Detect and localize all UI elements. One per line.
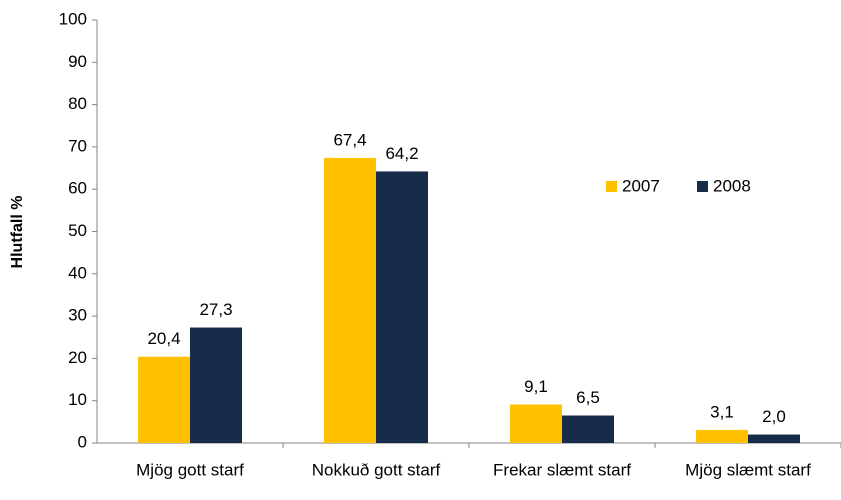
- value-label: 6,5: [576, 388, 600, 407]
- bar: [324, 157, 376, 443]
- y-tick-label: 100: [59, 9, 87, 28]
- y-tick-label: 80: [68, 94, 87, 113]
- value-label: 67,4: [333, 130, 366, 149]
- bar: [748, 434, 800, 443]
- bar: [696, 429, 748, 443]
- y-tick-label: 70: [68, 136, 87, 155]
- bar: [562, 415, 614, 443]
- bar: [138, 356, 190, 443]
- y-tick-label: 20: [68, 348, 87, 367]
- x-tick-label: Nokkuð gott starf: [312, 460, 441, 479]
- bar: [190, 327, 242, 443]
- value-label: 27,3: [199, 300, 232, 319]
- y-tick-label: 30: [68, 306, 87, 325]
- x-tick-label: Mjög slæmt starf: [685, 460, 811, 479]
- y-tick-label: 50: [68, 221, 87, 240]
- value-label: 20,4: [147, 329, 180, 348]
- y-tick-label: 0: [78, 432, 87, 451]
- y-tick-label: 10: [68, 390, 87, 409]
- value-label: 9,1: [524, 377, 548, 396]
- y-axis-label: Hlutfall %: [9, 196, 26, 269]
- y-tick-label: 40: [68, 263, 87, 282]
- legend-swatch: [697, 181, 708, 192]
- legend-label: 2007: [622, 176, 660, 195]
- value-label: 2,0: [762, 407, 786, 426]
- x-tick-label: Frekar slæmt starf: [493, 460, 631, 479]
- y-tick-label: 90: [68, 52, 87, 71]
- y-tick-label: 60: [68, 179, 87, 198]
- x-tick-label: Mjög gott starf: [136, 460, 244, 479]
- legend-swatch: [606, 181, 617, 192]
- bar: [376, 171, 428, 443]
- value-label: 3,1: [710, 402, 734, 421]
- bar: [510, 404, 562, 443]
- legend-label: 2008: [713, 176, 751, 195]
- value-label: 64,2: [385, 144, 418, 163]
